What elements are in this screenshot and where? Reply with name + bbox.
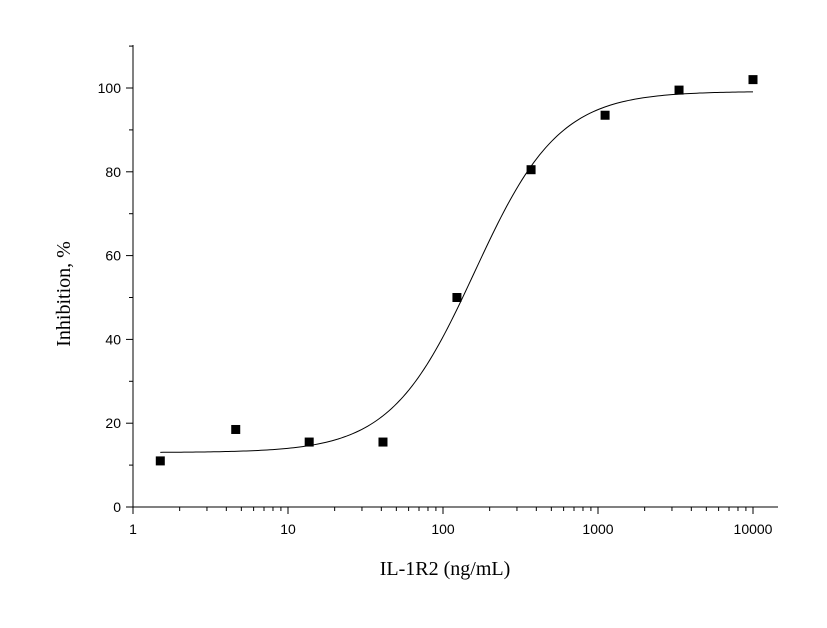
- y-tick-label: 60: [105, 248, 121, 264]
- data-point: [378, 437, 388, 447]
- fit-curve: [160, 91, 754, 453]
- axes: [132, 45, 778, 508]
- data-points: [155, 75, 758, 466]
- data-point: [526, 165, 536, 175]
- data-point: [304, 437, 314, 447]
- y-tick-label: 100: [98, 80, 122, 96]
- x-tick-label: 1000: [582, 521, 613, 537]
- data-point: [452, 293, 462, 302]
- x-tick-label: 10000: [734, 521, 773, 537]
- data-point: [600, 110, 610, 120]
- data-point: [155, 456, 165, 466]
- y-tick-label: 0: [113, 499, 121, 515]
- x-tick-label: 10: [280, 521, 296, 537]
- x-axis-title: IL-1R2 (ng/mL): [380, 558, 511, 580]
- data-point: [748, 75, 758, 85]
- y-ticks: 0 20 40 60 80 100: [98, 45, 133, 515]
- y-axis-title: Inhibition, %: [53, 241, 75, 347]
- x-tick-label: 100: [431, 521, 455, 537]
- y-tick-label: 40: [105, 331, 121, 347]
- y-tick-label: 20: [105, 415, 121, 431]
- data-point: [231, 424, 241, 434]
- data-point: [674, 85, 684, 95]
- x-ticks: 1 10 100 1000 10000: [129, 507, 773, 537]
- y-tick-label: 80: [105, 164, 121, 180]
- x-tick-label: 1: [129, 521, 137, 537]
